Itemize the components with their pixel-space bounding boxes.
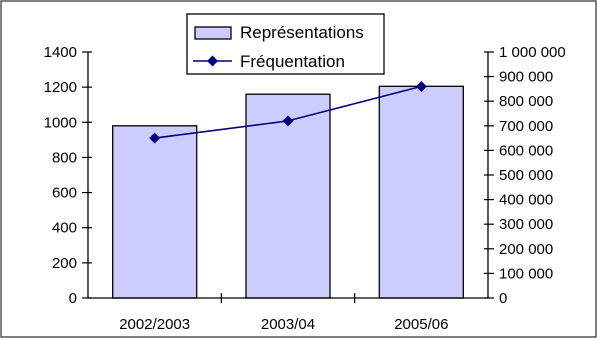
y-left-tick-label: 400 [52, 220, 77, 237]
point-frequentation-1 [282, 115, 294, 127]
legend: Représentations Fréquentation [186, 13, 385, 75]
y-right-tick-label: 200 000 [499, 241, 553, 258]
legend-label-representations: Représentations [240, 23, 364, 42]
y-left-tick-label: 0 [69, 290, 77, 307]
legend-box [186, 13, 385, 75]
legend-line-marker [207, 55, 218, 67]
y-right-tick-label: 400 000 [499, 192, 553, 209]
x-tick-label: 2003/04 [261, 316, 315, 333]
y-left-tick-label: 1000 [44, 114, 77, 131]
plot-area: 0 200 400 600 800 1000 1200 1400 0 100 000 200 000… [44, 44, 566, 333]
y-left-tick-label: 800 [52, 149, 77, 166]
y-right-tick-label: 100 000 [499, 265, 553, 282]
legend-label-frequentation: Fréquentation [240, 52, 345, 71]
y-right-tick-label: 500 000 [499, 167, 553, 184]
y-right-tick-label: 1 000 000 [499, 44, 566, 61]
y-right-tick-label: 300 000 [499, 216, 553, 233]
y-right-tick-label: 0 [499, 290, 507, 307]
y-right-tick-label: 900 000 [499, 69, 553, 86]
bar-representations-1 [245, 93, 331, 299]
y-left-tick-label: 600 [52, 185, 77, 202]
x-tick-label: 2005/06 [394, 316, 448, 333]
y-left-tick-label: 1200 [44, 79, 77, 96]
y-left-tick-label: 200 [52, 255, 77, 272]
point-frequentation-2 [415, 80, 427, 92]
y-right-tick-label: 600 000 [499, 142, 553, 159]
bar-representations-2 [378, 85, 464, 299]
x-tick-label: 2002/2003 [119, 316, 190, 333]
point-frequentation-0 [149, 132, 161, 144]
y-right-tick-label: 800 000 [499, 93, 553, 110]
bar-representations-0 [112, 125, 198, 299]
legend-bar-swatch [194, 26, 232, 40]
y-right-tick-label: 700 000 [499, 118, 553, 135]
y-left-tick-label: 1400 [44, 44, 77, 61]
